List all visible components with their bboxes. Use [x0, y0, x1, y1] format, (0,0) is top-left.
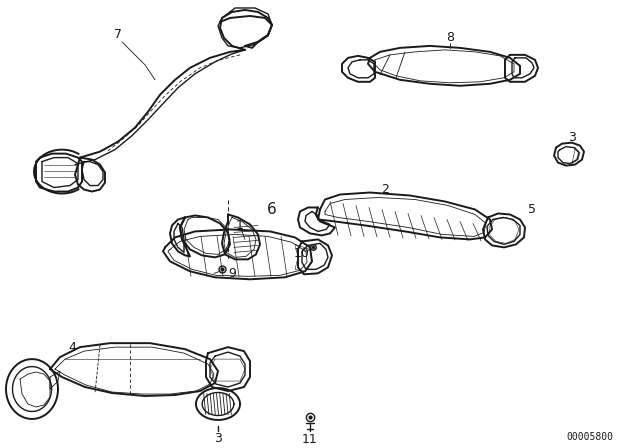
Text: 4: 4: [68, 340, 76, 353]
Text: 00005800: 00005800: [566, 432, 614, 442]
Text: 3: 3: [214, 432, 222, 445]
Text: 2: 2: [381, 183, 389, 196]
Text: 9: 9: [228, 267, 236, 280]
Text: 3: 3: [568, 131, 576, 144]
Text: 5: 5: [528, 203, 536, 216]
Text: 1: 1: [236, 219, 244, 232]
Text: 10: 10: [294, 247, 310, 260]
Text: 11: 11: [302, 433, 318, 446]
Text: 8: 8: [446, 31, 454, 44]
Text: 6: 6: [267, 202, 277, 217]
Text: 7: 7: [114, 28, 122, 41]
